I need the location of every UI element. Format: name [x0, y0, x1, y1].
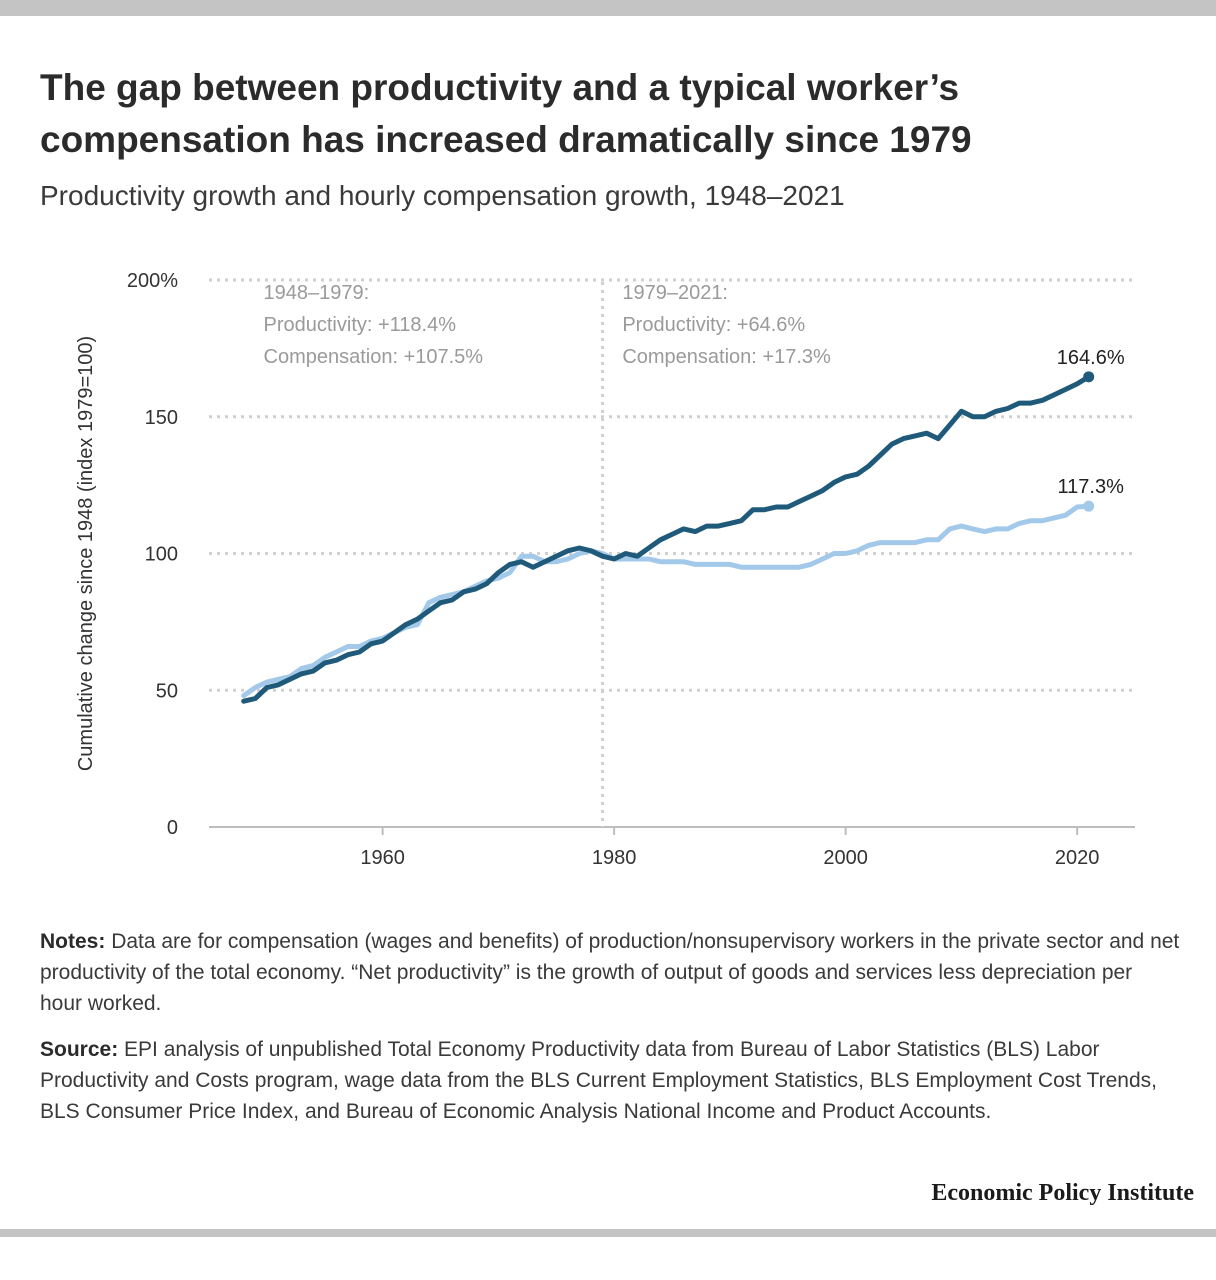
- x-tick-label: 2000: [823, 847, 868, 869]
- notes-text: Data are for compensation (wages and ben…: [40, 930, 1180, 1015]
- period-annotation-line: Compensation: +107.5%: [264, 346, 484, 368]
- period-annotation-line: Productivity: +64.6%: [622, 314, 805, 336]
- line-chart: 0 50 100 150 200% 1960 1980 2000 2020 Cumulative …: [75, 270, 1135, 869]
- period-annotation-line: Productivity: +118.4%: [264, 314, 457, 336]
- compensation-end-label: 117.3%: [1058, 476, 1125, 498]
- y-axis-title: Cumulative change since 1948 (index 1979…: [75, 336, 97, 771]
- chart-title: The gap between productivity and a typic…: [40, 67, 972, 160]
- source-text: EPI analysis of unpublished Total Econom…: [40, 1038, 1157, 1123]
- y-tick-label: 100: [145, 544, 178, 566]
- compensation-end-point: [1083, 500, 1095, 512]
- x-tick-label: 1980: [592, 847, 637, 869]
- source-note: Source: EPI analysis of unpublished Tota…: [40, 1034, 1180, 1127]
- productivity-end-label: 164.6%: [1057, 347, 1125, 369]
- chart-subtitle: Productivity growth and hourly compensat…: [40, 180, 845, 211]
- period-annotation-line: 1979–2021:: [622, 282, 728, 304]
- period-annotation-line: Compensation: +17.3%: [622, 346, 831, 368]
- bottom-border: [0, 1229, 1216, 1237]
- productivity-end-point: [1083, 371, 1095, 383]
- top-border: [0, 0, 1216, 16]
- source-label: Source:: [40, 1038, 119, 1061]
- y-tick-label: 150: [145, 407, 178, 429]
- period-annotation-line: 1948–1979:: [264, 282, 370, 304]
- notes-label: Notes:: [40, 930, 106, 953]
- y-tick-label: 0: [167, 817, 178, 839]
- y-tick-label: 50: [156, 680, 178, 702]
- productivity-line: [241, 374, 1092, 704]
- x-tick-label: 2020: [1055, 847, 1100, 869]
- notes: Notes: Data are for compensation (wages …: [40, 926, 1180, 1019]
- x-tick-label: 1960: [360, 847, 405, 869]
- y-tick-label: 200%: [127, 270, 178, 292]
- brand-logo-text: Economic Policy Institute: [931, 1180, 1194, 1206]
